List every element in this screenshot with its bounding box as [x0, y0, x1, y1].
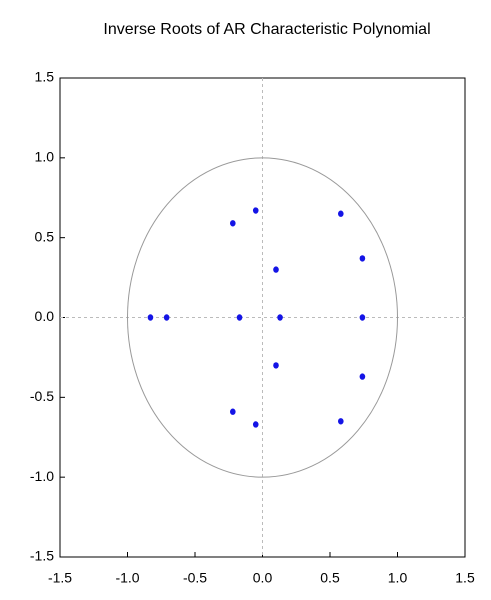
root-point	[230, 408, 236, 415]
y-tick-label: -1.5	[30, 548, 54, 564]
root-point	[236, 314, 243, 321]
root-point	[277, 314, 283, 321]
unit-circle	[127, 157, 398, 478]
root-point	[230, 220, 236, 227]
chart-title: Inverse Roots of AR Characteristic Polyn…	[103, 21, 430, 38]
root-point	[338, 418, 344, 425]
root-point	[273, 362, 279, 369]
root-point	[147, 314, 154, 321]
x-tick-label: 1.0	[388, 570, 408, 586]
root-point	[359, 373, 366, 380]
y-tick-label: -0.5	[30, 388, 54, 404]
root-point	[359, 314, 366, 321]
x-tick-label: 1.5	[455, 570, 475, 586]
y-tick-label: -1.0	[30, 468, 54, 484]
y-tick-label: 0.0	[35, 308, 55, 324]
root-point	[338, 210, 344, 217]
root-point	[252, 207, 259, 214]
x-tick-label: 0.0	[253, 570, 273, 586]
x-tick-label: -1.5	[48, 570, 72, 586]
y-tick-label: 0.5	[35, 228, 55, 244]
root-point	[252, 421, 259, 428]
root-point	[273, 266, 279, 273]
x-tick-label: 0.5	[320, 570, 340, 586]
x-tick-label: -1.0	[115, 570, 139, 586]
y-tick-label: 1.5	[35, 69, 55, 85]
root-point	[359, 255, 366, 262]
root-point	[163, 314, 170, 321]
x-tick-label: -0.5	[183, 570, 207, 586]
y-tick-label: 1.0	[35, 149, 55, 165]
